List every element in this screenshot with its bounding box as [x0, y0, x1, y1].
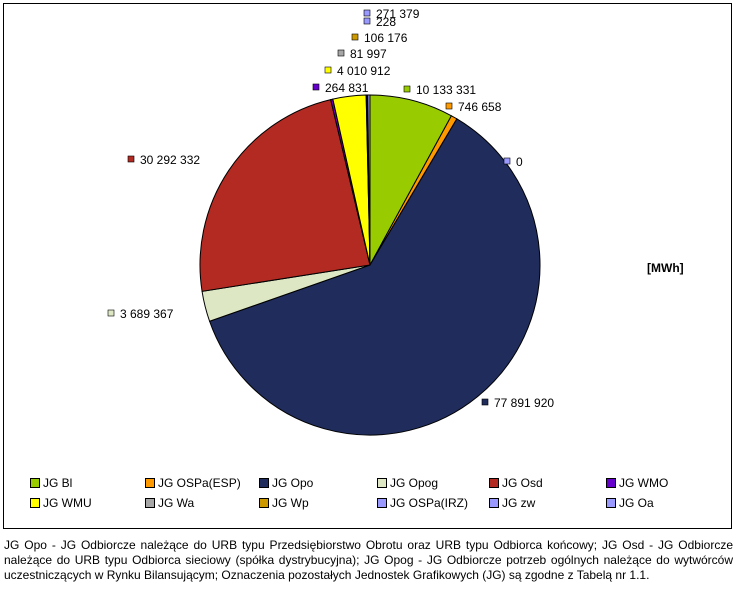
data-label-text: 77 891 920: [494, 396, 554, 410]
legend-item-jg-wmo: JG WMO: [606, 476, 668, 490]
pie-slice-jg-opo: [208, 118, 541, 436]
legend-item-jg-ospa-irz: JG OSPa(IRZ): [377, 496, 468, 510]
data-label-swatch: [363, 17, 371, 25]
legend-item-jg-zw: JG zw: [489, 496, 535, 510]
data-label-swatch: [324, 66, 332, 74]
data-label-swatch: [127, 155, 135, 163]
pie-slice-jg-osd: [199, 99, 371, 292]
data-label-text: 0: [516, 155, 523, 169]
legend-label: JG WMO: [619, 476, 669, 490]
legend-swatch: [489, 478, 499, 488]
legend-item-jg-osd: JG Osd: [489, 476, 543, 490]
legend-item-jg-wp: JG Wp: [259, 496, 309, 510]
legend-swatch: [145, 478, 155, 488]
data-label-jg-ospa-esp: 746 658: [445, 100, 502, 114]
legend-label: JG Oa: [619, 496, 654, 510]
legend-label: JG Wa: [158, 496, 195, 510]
legend-item-jg-opog: JG Opog: [377, 476, 438, 490]
data-label-jg-oa: 0: [503, 155, 523, 169]
data-label-text: 81 997: [350, 47, 387, 61]
data-label-swatch: [403, 85, 411, 93]
legend-item-jg-wa: JG Wa: [145, 496, 194, 510]
legend-swatch: [259, 498, 269, 508]
legend-item-jg-ospa-esp: JG OSPa(ESP): [145, 476, 241, 490]
data-label-swatch: [445, 102, 453, 110]
legend-label: JG OSPa(ESP): [158, 476, 241, 490]
legend-label: JG Opo: [272, 476, 314, 490]
data-label-text: 746 658: [458, 100, 502, 114]
legend-label: JG Wp: [272, 496, 309, 510]
legend-swatch: [377, 498, 387, 508]
data-label-jg-osd: 30 292 332: [127, 153, 200, 167]
footnote: JG Opo - JG Odbiorcze należące do URB ty…: [4, 538, 733, 582]
data-label-jg-ospa-irz: 228: [363, 15, 396, 29]
data-label-text: 271 379: [376, 7, 420, 21]
data-label-swatch: [351, 33, 359, 41]
data-label-jg-bl: 10 133 331: [403, 83, 476, 97]
legend-label: JG Opog: [390, 476, 439, 490]
data-label-jg-opog: 3 689 367: [107, 307, 174, 321]
data-label-text: 264 831: [325, 81, 369, 95]
data-label-swatch: [363, 9, 371, 17]
legend-swatch: [377, 478, 387, 488]
legend-label: JG WMU: [43, 496, 92, 510]
data-label-swatch: [107, 309, 115, 317]
data-label-text: 30 292 332: [140, 153, 200, 167]
legend-item-jg-opo: JG Opo: [259, 476, 313, 490]
data-label-swatch: [481, 398, 489, 406]
data-label-jg-opo: 77 891 920: [481, 396, 554, 410]
data-label-jg-wa: 81 997: [337, 47, 387, 61]
data-label-jg-wmo: 264 831: [312, 81, 369, 95]
legend-swatch: [606, 498, 616, 508]
legend-swatch: [259, 478, 269, 488]
legend-swatch: [30, 498, 40, 508]
legend-item-jg-bl: JG Bl: [30, 476, 72, 490]
pie-slice-jg-zw: [367, 94, 371, 266]
legend-label: JG OSPa(IRZ): [390, 496, 469, 510]
legend-label: JG Osd: [502, 476, 543, 490]
data-label-text: 228: [376, 15, 396, 29]
legend-label: JG zw: [502, 496, 536, 510]
data-label-jg-wmu: 4 010 912: [324, 64, 391, 78]
data-label-text: 106 176: [364, 31, 408, 45]
chart-frame: 10 133 331 746 658 77 891 920 3 689 367 30 2…: [3, 3, 732, 529]
data-label-text: 4 010 912: [337, 64, 391, 78]
legend-swatch: [30, 478, 40, 488]
legend-swatch: [606, 478, 616, 488]
legend-item-jg-wmu: JG WMU: [30, 496, 92, 510]
data-label-swatch: [312, 83, 320, 91]
legend-swatch: [145, 498, 155, 508]
pie-chart: 10 133 331 746 658 77 891 920 3 689 367 30 2…: [107, 7, 554, 436]
legend-item-jg-oa: JG Oa: [606, 496, 654, 510]
data-label-swatch: [337, 49, 345, 57]
data-label-text: 10 133 331: [416, 83, 476, 97]
data-label-jg-zw: 271 379: [363, 7, 420, 21]
unit-label: [MWh]: [647, 261, 684, 275]
data-label-jg-wp: 106 176: [351, 31, 408, 45]
legend-swatch: [489, 498, 499, 508]
data-label-swatch: [503, 157, 511, 165]
data-label-text: 3 689 367: [120, 307, 174, 321]
legend-label: JG Bl: [43, 476, 73, 490]
